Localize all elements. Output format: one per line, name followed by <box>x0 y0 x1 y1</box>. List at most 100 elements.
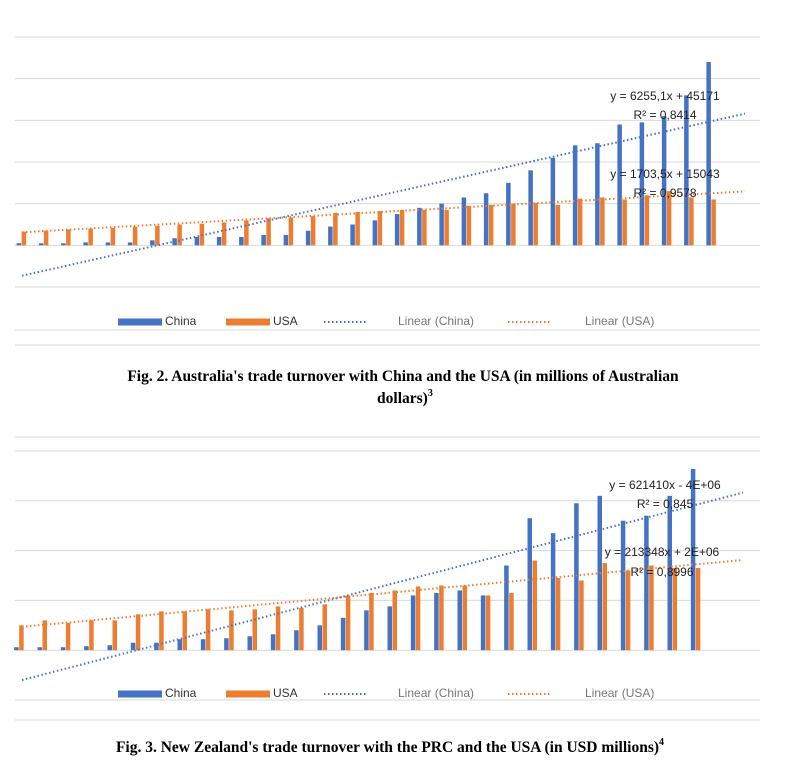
annotation: R² = 0,8414 <box>633 108 696 122</box>
bar <box>155 225 160 246</box>
bar <box>485 595 491 651</box>
bar <box>377 211 383 246</box>
bar <box>399 209 405 246</box>
bar <box>107 645 112 651</box>
bar <box>65 622 71 651</box>
bar <box>394 214 400 246</box>
bar <box>350 224 355 246</box>
bar <box>89 620 94 651</box>
bar <box>372 220 378 246</box>
bar <box>127 242 133 246</box>
bar <box>205 609 211 651</box>
bar <box>333 212 338 246</box>
bar <box>555 204 561 246</box>
bar <box>110 227 116 246</box>
bar <box>684 95 689 246</box>
bar <box>620 520 626 651</box>
bar <box>105 242 111 246</box>
bar <box>84 646 89 651</box>
bar <box>37 647 42 651</box>
bar <box>159 611 164 651</box>
legend-swatch <box>118 318 162 326</box>
bar <box>66 229 71 246</box>
bar <box>38 243 44 246</box>
bar <box>533 202 538 246</box>
bar <box>216 237 222 246</box>
bar <box>305 230 311 246</box>
bar <box>177 639 182 651</box>
bar <box>434 592 439 651</box>
bar <box>550 157 556 246</box>
bar <box>483 193 489 246</box>
bar <box>194 237 200 246</box>
bar <box>706 62 711 246</box>
caption-note: 3 <box>428 388 433 399</box>
bar <box>639 122 645 246</box>
bar <box>528 170 533 246</box>
bar <box>288 217 294 246</box>
bar <box>328 226 333 246</box>
bar <box>577 198 583 246</box>
bar <box>21 231 27 246</box>
bar <box>135 614 141 651</box>
bar <box>387 606 392 651</box>
legend-swatch <box>118 690 162 698</box>
bar <box>369 592 374 651</box>
legend-label: Linear (USA) <box>585 686 654 700</box>
bar <box>550 533 556 651</box>
bar <box>261 234 266 246</box>
bar <box>574 503 579 651</box>
trend-line <box>21 558 744 628</box>
bar <box>466 205 472 246</box>
bar <box>649 565 654 651</box>
annotation: y = 621410x - 4E+06 <box>609 478 721 492</box>
legend-label: Linear (USA) <box>585 314 654 328</box>
trend-line <box>21 491 744 681</box>
bar <box>340 617 346 651</box>
bar <box>511 203 516 246</box>
caption-line: dollars) <box>373 390 428 407</box>
bar <box>439 585 444 651</box>
caption-line: Fig. 2. Australia's trade turnover with … <box>127 368 679 385</box>
bar <box>579 580 584 651</box>
bar <box>602 563 607 651</box>
trend-line <box>21 190 746 234</box>
bar <box>239 237 244 246</box>
bar <box>252 609 257 651</box>
bar <box>270 634 276 651</box>
bar <box>672 568 677 651</box>
bar <box>200 639 206 651</box>
annotation: y = 213348x + 2E+06 <box>605 545 720 559</box>
bar <box>266 218 271 246</box>
bar <box>16 243 22 246</box>
bar <box>60 647 66 651</box>
bar <box>130 642 136 651</box>
annotation: R² = 0,8996 <box>630 565 693 579</box>
bar <box>667 495 672 651</box>
bar <box>666 191 672 246</box>
bar <box>247 636 252 651</box>
caption: Fig. 2. Australia's trade turnover with … <box>127 368 679 407</box>
legend-label: China <box>165 314 197 328</box>
legend-label: USA <box>273 314 298 328</box>
bar <box>275 606 281 651</box>
bar <box>415 586 421 651</box>
bar <box>644 195 650 246</box>
bar <box>345 595 351 651</box>
annotation: R² = 0,9578 <box>633 186 696 200</box>
bar <box>600 197 605 246</box>
bar <box>532 560 537 651</box>
bar <box>461 197 467 246</box>
bar <box>224 638 229 651</box>
bar <box>392 590 397 651</box>
annotation: y = 6255,1x + 45171 <box>610 89 720 103</box>
bar <box>112 620 117 651</box>
legend-label: China <box>165 686 197 700</box>
bar <box>177 224 182 246</box>
bar <box>42 620 47 651</box>
bar <box>299 607 304 651</box>
legend-label: Linear (China) <box>398 686 474 700</box>
bar <box>504 565 509 651</box>
bar <box>132 226 138 246</box>
